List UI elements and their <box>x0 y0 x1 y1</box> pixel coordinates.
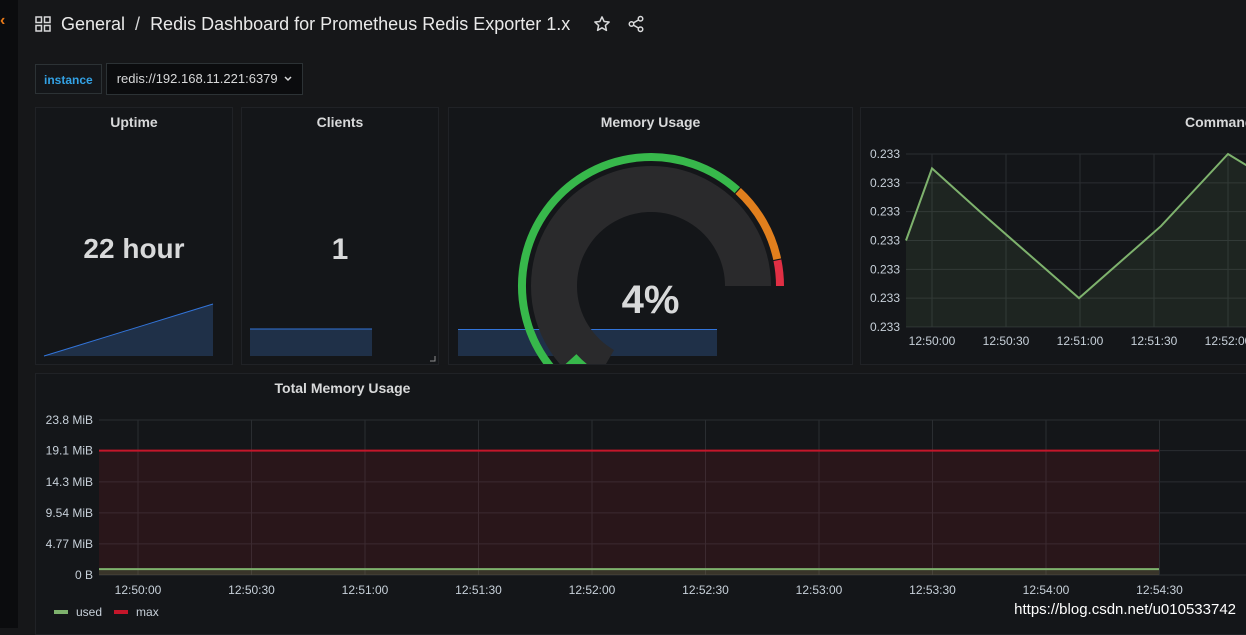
clients-sparkline <box>250 328 372 356</box>
y-tick-label: 23.8 MiB <box>46 413 93 427</box>
x-tick-label: 12:52:00 <box>1205 334 1246 348</box>
breadcrumb-separator: / <box>135 13 141 34</box>
x-tick-label: 12:53:00 <box>796 583 843 597</box>
memory-usage-value: 4% <box>621 278 680 322</box>
grid-icon <box>35 16 51 32</box>
x-tick-label: 12:54:00 <box>1023 583 1070 597</box>
panel-total-memory[interactable]: Total Memory Usage 0 B 4.77 MiB 9.54 MiB 14… <box>35 373 1246 635</box>
gauge-threshold-arc <box>518 153 740 364</box>
instance-select-value: redis://192.168.11.221:6379 <box>116 71 278 86</box>
y-tick-label: 19.1 MiB <box>46 444 93 458</box>
sparkline-area <box>250 329 372 356</box>
x-tick-label: 12:53:30 <box>909 583 956 597</box>
y-tick-label: 0.233 <box>870 291 900 305</box>
series-line <box>905 152 1246 300</box>
y-tick-label: 0.233 <box>870 205 900 219</box>
legend-swatch <box>114 610 129 614</box>
share-icon[interactable] <box>626 14 646 34</box>
panel-title[interactable]: Memory Usage <box>600 114 701 130</box>
total-memory-chart: 0 B 4.77 MiB 9.54 MiB 14.3 MiB 19.1 MiB 23.8 … <box>46 413 1246 597</box>
resize-handle-icon[interactable] <box>430 356 436 362</box>
y-tick-label: 0 B <box>75 568 93 582</box>
x-tick-label: 12:50:30 <box>983 334 1030 348</box>
star-icon[interactable] <box>592 14 612 34</box>
y-tick-label: 0.233 <box>870 176 900 190</box>
uptime-value: 22 hour <box>83 233 185 264</box>
legend-item-used[interactable]: used <box>54 605 102 619</box>
x-tick-label: 12:51:00 <box>342 583 389 597</box>
max-area <box>99 450 1159 575</box>
gauge-value-arc <box>565 353 587 364</box>
panel-commands[interactable]: Command 0.2330.2330.2330.2330.2330.2330.… <box>860 107 1246 365</box>
grafana-logo-icon[interactable]: ‹ <box>0 12 6 29</box>
side-menu: ‹ <box>0 0 18 628</box>
y-tick-label: 14.3 MiB <box>46 475 93 489</box>
variable-label: instance <box>35 64 102 94</box>
uptime-sparkline <box>43 303 214 357</box>
y-tick-label: 0.233 <box>870 147 900 161</box>
chevron-down-icon <box>284 76 292 82</box>
used-area <box>99 569 1159 575</box>
commands-chart: 0.233 0.233 0.233 0.233 0.233 0.233 0.233 12:50… <box>870 147 1246 348</box>
gauge-threshold-arc <box>773 259 784 287</box>
x-tick-label: 12:51:30 <box>1131 334 1178 348</box>
x-tick-label: 12:50:00 <box>115 583 162 597</box>
x-tick-label: 12:52:00 <box>569 583 616 597</box>
template-variables: instance redis://192.168.11.221:6379 <box>35 63 303 95</box>
panel-title[interactable]: Clients <box>316 114 364 130</box>
memory-gauge <box>518 153 784 364</box>
panel-title[interactable]: Uptime <box>110 114 158 130</box>
y-tick-label: 0.233 <box>870 320 900 334</box>
panel-uptime[interactable]: Uptime 22 hour <box>35 107 233 365</box>
y-tick-label: 4.77 MiB <box>46 537 93 551</box>
y-tick-label: 9.54 MiB <box>46 506 93 520</box>
dashboard-navbar: General / Redis Dashboard for Prometheus… <box>35 10 646 38</box>
chart-legend: used max <box>54 605 171 619</box>
breadcrumb-folder[interactable]: General <box>61 13 126 34</box>
panel-title[interactable]: Total Memory Usage <box>274 380 411 396</box>
legend-label: max <box>136 605 159 619</box>
x-tick-label: 12:50:30 <box>228 583 275 597</box>
series-area <box>906 154 1246 327</box>
legend-label: used <box>76 605 103 619</box>
watermark-text: https://blog.csdn.net/u010533742 <box>1014 601 1236 618</box>
panel-clients[interactable]: Clients 1 <box>241 107 439 365</box>
dashboard-title[interactable]: Redis Dashboard for Prometheus Redis Exp… <box>150 13 571 34</box>
x-tick-label: 12:51:30 <box>455 583 502 597</box>
x-tick-label: 12:54:30 <box>1136 583 1183 597</box>
panel-memory-usage[interactable]: Memory Usage 4% <box>448 107 853 365</box>
gauge-threshold-arc <box>735 187 782 261</box>
y-tick-label: 0.233 <box>870 262 900 276</box>
panel-title[interactable]: Command <box>1185 114 1246 130</box>
y-tick-label: 0.233 <box>870 234 900 248</box>
instance-select[interactable]: redis://192.168.11.221:6379 <box>105 63 303 95</box>
clients-value: 1 <box>331 233 349 266</box>
sparkline-line <box>43 303 214 357</box>
legend-item-max[interactable]: max <box>114 605 159 619</box>
x-tick-label: 12:52:30 <box>682 583 729 597</box>
legend-swatch <box>54 610 68 614</box>
x-tick-label: 12:51:00 <box>1057 334 1104 348</box>
x-tick-label: 12:50:00 <box>909 334 956 348</box>
gauge-background <box>531 166 771 364</box>
